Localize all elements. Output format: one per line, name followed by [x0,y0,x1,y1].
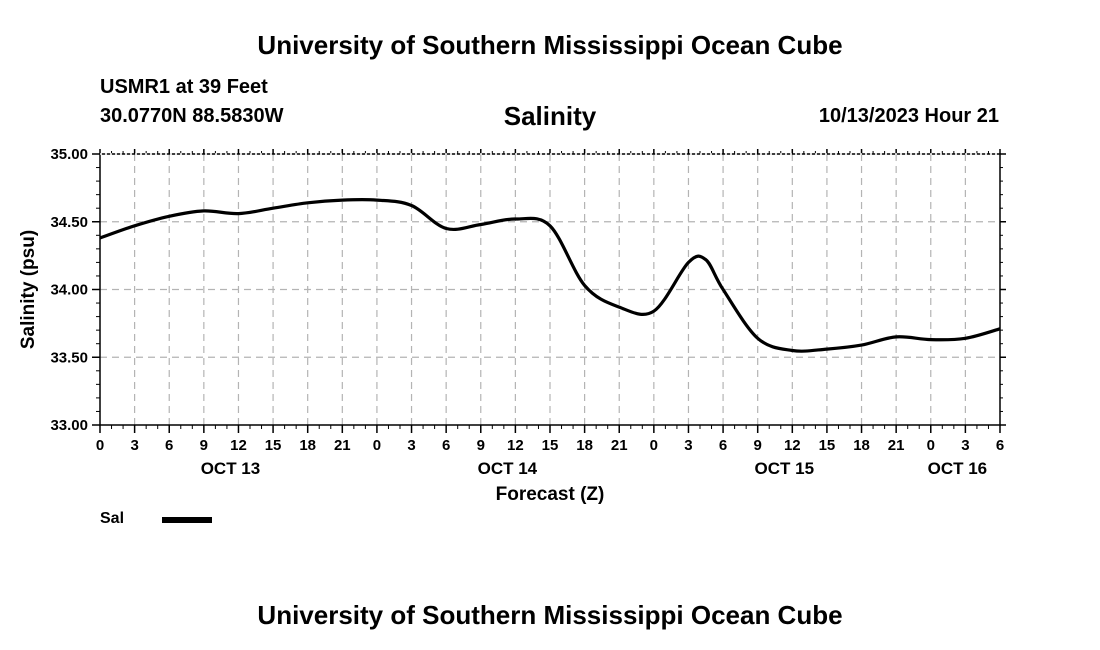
x-tick-label: 0 [96,437,104,454]
x-tick-label: 3 [961,437,969,454]
x-tick-label: 3 [130,437,138,454]
x-tick-label: 12 [230,437,247,454]
chart-title-top: University of Southern Mississippi Ocean… [257,30,843,60]
x-tick-label: 12 [507,437,524,454]
x-axis-title: Forecast (Z) [496,484,605,505]
x-tick-label: 9 [754,437,762,454]
y-axis-title: Salinity (psu) [18,230,39,349]
series-line-sal [99,197,1001,353]
x-tick-label: 9 [200,437,208,454]
y-tick-label: 33.00 [50,417,88,434]
x-tick-label: 9 [477,437,485,454]
legend-label: Sal [100,510,125,527]
x-day-label: OCT 14 [478,459,538,478]
x-tick-label: 3 [684,437,692,454]
chart-title-bottom: University of Southern Mississippi Ocean… [257,600,843,630]
legend-line-swatch [162,517,212,523]
variable-title: Salinity [503,101,597,131]
x-tick-label: 6 [442,437,450,454]
x-tick-label: 18 [299,437,316,454]
x-tick-label: 0 [927,437,935,454]
x-tick-label: 6 [719,437,727,454]
x-day-label: OCT 13 [201,459,261,478]
x-tick-label: 18 [576,437,593,454]
x-day-label: OCT 16 [928,459,988,478]
forecast-date: 10/13/2023 Hour 21 [818,105,999,127]
x-tick-label: 15 [819,437,836,454]
y-tick-label: 34.50 [50,214,88,231]
y-tick-label: 35.00 [50,146,88,163]
x-tick-label: 21 [334,437,351,454]
x-tick-label: 0 [373,437,381,454]
x-tick-label: 18 [853,437,870,454]
y-tick-label: 34.00 [50,282,88,299]
x-tick-label: 0 [650,437,658,454]
x-tick-label: 12 [784,437,801,454]
x-tick-label: 21 [888,437,905,454]
station-label: USMR1 at 39 Feet [100,76,268,98]
x-tick-label: 21 [611,437,628,454]
x-tick-label: 3 [407,437,415,454]
x-tick-label: 15 [265,437,282,454]
x-tick-label: 15 [542,437,559,454]
x-tick-label: 6 [165,437,173,454]
x-day-label: OCT 15 [755,459,815,478]
station-coordinates: 30.0770N 88.5830W [100,105,284,127]
x-tick-label: 6 [996,437,1004,454]
y-tick-label: 33.50 [50,349,88,366]
